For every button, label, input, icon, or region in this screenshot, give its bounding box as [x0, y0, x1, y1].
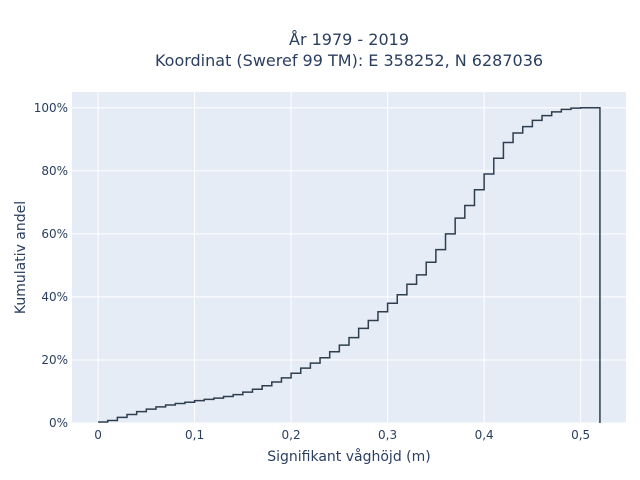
y-tick-label: 0%: [49, 416, 68, 430]
y-tick-label: 40%: [41, 290, 68, 304]
chart-title-line-2: Koordinat (Sweref 99 TM): E 358252, N 62…: [155, 51, 543, 70]
x-axis-title: Signifikant våghöjd (m): [267, 448, 430, 465]
y-tick-label: 80%: [41, 164, 68, 178]
y-tick-label: 20%: [41, 353, 68, 367]
plot-area: [72, 92, 626, 423]
series-layer: [98, 107, 601, 423]
x-tick-label: 0,5: [571, 428, 590, 442]
x-tick-label: 0,2: [282, 428, 301, 442]
chart-title-line-1: År 1979 - 2019: [289, 30, 409, 49]
y-tick-label: 60%: [41, 227, 68, 241]
tick-labels: 0 0,1 0,2 0,3 0,4 0,5 0% 20% 40% 60% 80% 100%: [34, 101, 590, 442]
x-tick-label: 0,4: [475, 428, 494, 442]
grid: [72, 92, 626, 424]
x-tick-label: 0,1: [185, 428, 204, 442]
y-tick-label: 100%: [34, 101, 68, 115]
x-tick-label: 0: [94, 428, 102, 442]
x-tick-label: 0,3: [378, 428, 397, 442]
series-line: [98, 107, 601, 423]
y-axis-title: Kumulativ andel: [13, 201, 29, 314]
